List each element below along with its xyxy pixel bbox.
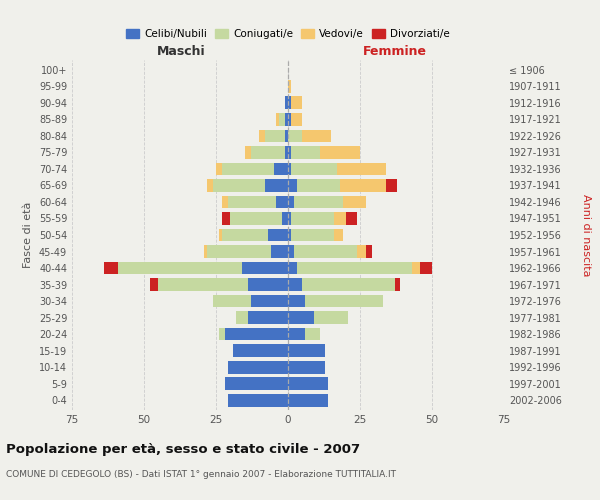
Bar: [320, 146, 360, 159]
Bar: [288, 328, 305, 340]
Bar: [251, 146, 285, 159]
Bar: [412, 262, 421, 274]
Bar: [265, 130, 285, 142]
Bar: [285, 146, 288, 159]
Bar: [222, 228, 268, 241]
Bar: [104, 262, 118, 274]
Bar: [288, 278, 302, 291]
Bar: [288, 179, 296, 192]
Bar: [288, 377, 328, 390]
Bar: [271, 245, 288, 258]
Bar: [280, 113, 285, 126]
Bar: [302, 130, 331, 142]
Bar: [296, 262, 412, 274]
Bar: [288, 294, 305, 308]
Bar: [236, 311, 248, 324]
Bar: [277, 196, 288, 208]
Bar: [305, 294, 383, 308]
Bar: [213, 179, 265, 192]
Bar: [227, 394, 288, 406]
Bar: [294, 245, 357, 258]
Text: Maschi: Maschi: [157, 46, 206, 59]
Bar: [274, 162, 288, 175]
Legend: Celibi/Nubili, Coniugati/e, Vedovi/e, Divorziati/e: Celibi/Nubili, Coniugati/e, Vedovi/e, Di…: [122, 25, 454, 44]
Bar: [227, 360, 288, 374]
Bar: [227, 196, 277, 208]
Bar: [216, 162, 222, 175]
Bar: [265, 179, 288, 192]
Text: COMUNE DI CEDEGOLO (BS) - Dati ISTAT 1° gennaio 2007 - Elaborazione TUTTITALIA.I: COMUNE DI CEDEGOLO (BS) - Dati ISTAT 1° …: [6, 470, 396, 479]
Bar: [334, 228, 343, 241]
Bar: [288, 394, 328, 406]
Bar: [386, 179, 397, 192]
Bar: [340, 179, 386, 192]
Bar: [150, 278, 158, 291]
Text: Femmine: Femmine: [362, 46, 427, 59]
Bar: [302, 278, 395, 291]
Bar: [288, 262, 296, 274]
Bar: [268, 228, 288, 241]
Bar: [294, 196, 343, 208]
Bar: [285, 113, 288, 126]
Bar: [343, 196, 366, 208]
Bar: [291, 113, 302, 126]
Bar: [337, 162, 386, 175]
Bar: [288, 96, 291, 110]
Bar: [285, 130, 288, 142]
Bar: [288, 228, 291, 241]
Bar: [224, 377, 288, 390]
Bar: [248, 278, 288, 291]
Bar: [277, 113, 280, 126]
Bar: [158, 278, 248, 291]
Bar: [282, 212, 288, 225]
Bar: [248, 311, 288, 324]
Bar: [334, 212, 346, 225]
Bar: [421, 262, 432, 274]
Bar: [285, 96, 288, 110]
Bar: [219, 328, 224, 340]
Bar: [288, 196, 294, 208]
Bar: [259, 130, 265, 142]
Bar: [288, 360, 325, 374]
Bar: [291, 228, 334, 241]
Bar: [288, 212, 291, 225]
Bar: [208, 179, 213, 192]
Bar: [233, 344, 288, 357]
Bar: [219, 228, 222, 241]
Bar: [245, 146, 251, 159]
Y-axis label: Anni di nascita: Anni di nascita: [581, 194, 591, 276]
Bar: [288, 344, 325, 357]
Bar: [205, 245, 208, 258]
Bar: [291, 96, 302, 110]
Bar: [395, 278, 400, 291]
Bar: [357, 245, 366, 258]
Bar: [208, 245, 271, 258]
Bar: [118, 262, 242, 274]
Bar: [213, 294, 251, 308]
Bar: [230, 212, 282, 225]
Bar: [314, 311, 349, 324]
Bar: [288, 80, 291, 93]
Bar: [288, 311, 314, 324]
Bar: [296, 179, 340, 192]
Text: Popolazione per età, sesso e stato civile - 2007: Popolazione per età, sesso e stato civil…: [6, 442, 360, 456]
Bar: [291, 212, 334, 225]
Bar: [288, 130, 302, 142]
Bar: [222, 162, 274, 175]
Bar: [305, 328, 320, 340]
Bar: [366, 245, 371, 258]
Bar: [346, 212, 357, 225]
Bar: [288, 162, 291, 175]
Bar: [288, 113, 291, 126]
Bar: [222, 196, 227, 208]
Bar: [222, 212, 230, 225]
Y-axis label: Fasce di età: Fasce di età: [23, 202, 33, 268]
Bar: [291, 162, 337, 175]
Bar: [242, 262, 288, 274]
Bar: [251, 294, 288, 308]
Bar: [288, 146, 291, 159]
Bar: [291, 146, 320, 159]
Bar: [288, 245, 294, 258]
Bar: [224, 328, 288, 340]
